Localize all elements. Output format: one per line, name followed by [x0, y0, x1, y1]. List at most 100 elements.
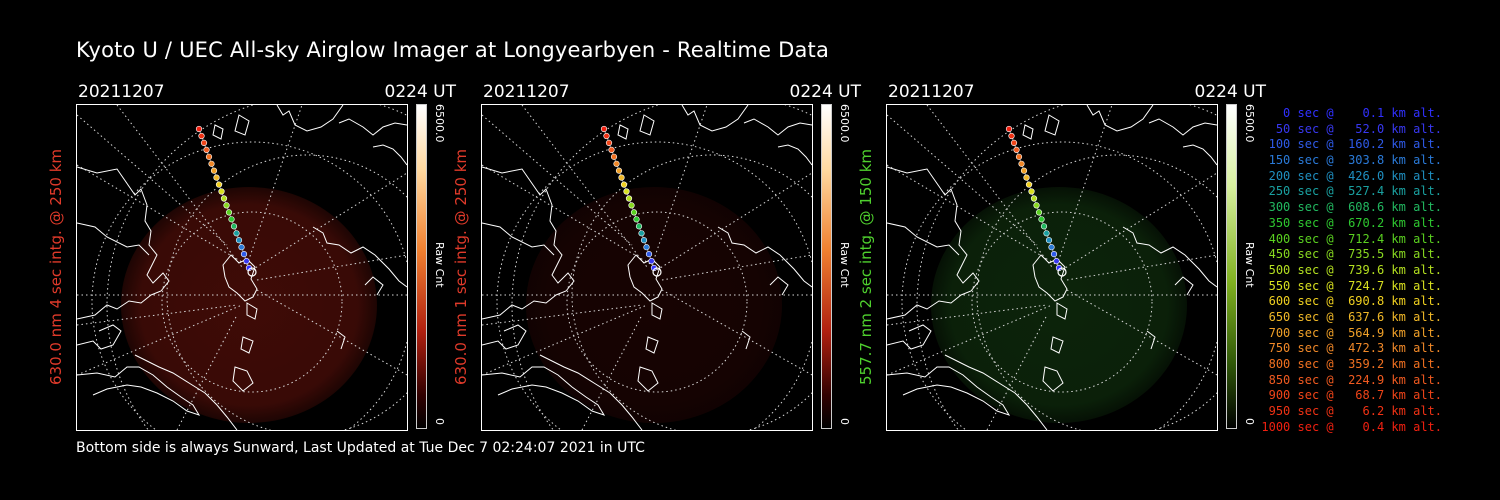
legend-entry: 50 sec @ 52.0 km alt. [1261, 121, 1442, 136]
colorbar-max-label: 6500.0 [838, 104, 851, 143]
panel-ylabel: 557.7 nm 2 sec intg. @ 150 km [857, 148, 875, 386]
legend-entry: 400 sec @ 712.4 km alt. [1261, 231, 1442, 246]
legend-entry: 800 sec @ 359.2 km alt. [1261, 357, 1442, 371]
trajectory-point [628, 202, 635, 209]
legend-entry: 250 sec @ 527.4 km alt. [1261, 184, 1442, 199]
trajectory-point [1043, 230, 1050, 237]
panel-630nm-1sec: 20211207 0224 UT 630.0 nm 1 sec intg. @ … [452, 82, 861, 432]
panel-time: 0224 UT [1194, 82, 1267, 102]
trajectory-point [238, 244, 245, 251]
trajectory-point [215, 181, 223, 188]
colorbar-max-label: 6500.0 [433, 104, 446, 143]
rocket-trajectory [600, 125, 662, 277]
trajectory-point [1053, 258, 1060, 265]
allsky-image [886, 104, 1218, 431]
colorbar [1226, 104, 1237, 429]
emission-field [121, 187, 377, 423]
trajectory-point [1028, 188, 1035, 195]
trajectory-point [230, 223, 238, 230]
launch-site-marker [652, 267, 662, 277]
rocket-trajectory [195, 125, 257, 277]
legend-entry: 350 sec @ 670.2 km alt. [1261, 215, 1442, 230]
trajectory-point [635, 223, 643, 230]
colorbar [821, 104, 832, 429]
trajectory-point [1010, 139, 1018, 147]
trajectory-point [1015, 153, 1023, 160]
legend-entry: 650 sec @ 637.6 km alt. [1261, 309, 1442, 324]
page-title: Kyoto U / UEC All-sky Airglow Imager at … [76, 38, 830, 62]
trajectory-point [203, 146, 210, 154]
legend-entry: 0 sec @ 0.1 km alt. [1261, 106, 1442, 120]
trajectory-point [1005, 125, 1013, 133]
trajectory-point [235, 237, 243, 244]
legend-entry: 600 sec @ 690.8 km alt. [1261, 294, 1442, 309]
trajectory-point [210, 167, 218, 174]
trajectory-point [208, 160, 215, 167]
emission-field [526, 187, 782, 423]
launch-site-marker [247, 267, 257, 277]
map-grid [482, 105, 812, 430]
trajectory-point [213, 174, 220, 181]
trajectory-point [613, 160, 620, 167]
map-grid [77, 105, 407, 430]
map-grid [887, 105, 1217, 430]
legend-entry: 100 sec @ 160.2 km alt. [1261, 137, 1442, 152]
coastline [77, 105, 407, 430]
trajectory-point [233, 230, 240, 237]
trajectory-point [1025, 181, 1033, 188]
trajectory-point [1018, 160, 1025, 167]
trajectory-point [205, 153, 213, 160]
panel-date: 20211207 [483, 82, 570, 102]
panel-date: 20211207 [78, 82, 165, 102]
trajectory-point [198, 132, 205, 140]
trajectory-point [1035, 209, 1043, 216]
trajectory-point [228, 216, 235, 223]
panel-time: 0224 UT [384, 82, 457, 102]
trajectory-point [220, 195, 228, 202]
trajectory-point [243, 258, 250, 265]
trajectory-point [1050, 251, 1058, 258]
trajectory-point [623, 188, 630, 195]
trajectory-legend: 0 sec @ 0.1 km alt. 50 sec @ 52.0 km alt… [1252, 106, 1442, 435]
legend-entry: 750 sec @ 472.3 km alt. [1261, 341, 1442, 356]
trajectory-point [648, 258, 655, 265]
footer-status: Bottom side is always Sunward, Last Upda… [76, 440, 645, 456]
trajectory-point [1038, 216, 1045, 223]
trajectory-point [1040, 223, 1048, 230]
trajectory-point [223, 202, 230, 209]
legend-entry: 700 sec @ 564.9 km alt. [1261, 325, 1442, 340]
trajectory-point [1045, 237, 1053, 244]
trajectory-point [600, 125, 608, 133]
launch-site-marker [1057, 267, 1067, 277]
trajectory-point [640, 237, 648, 244]
legend-entry: 150 sec @ 303.8 km alt. [1261, 153, 1442, 168]
legend-entry: 900 sec @ 68.7 km alt. [1261, 388, 1442, 403]
legend-entry: 850 sec @ 224.9 km alt. [1261, 372, 1442, 387]
trajectory-point [1030, 195, 1038, 202]
colorbar-unit-label: Raw Cnt [433, 242, 446, 288]
colorbar-unit-label: Raw Cnt [1243, 242, 1256, 288]
legend-entry: 950 sec @ 6.2 km alt. [1261, 404, 1442, 419]
colorbar-min-label: 0 [1243, 418, 1256, 425]
trajectory-point [218, 188, 225, 195]
trajectory-point [200, 139, 208, 147]
trajectory-point [618, 174, 625, 181]
colorbar [416, 104, 427, 429]
trajectory-point [1020, 167, 1028, 174]
trajectory-point [638, 230, 645, 237]
panel-630nm-4sec: 20211207 0224 UT 630.0 nm 4 sec intg. @ … [47, 82, 457, 432]
trajectory-point [620, 181, 628, 188]
coastline [482, 105, 812, 430]
trajectory-point [1013, 146, 1020, 154]
trajectory-point [645, 251, 653, 258]
trajectory-point [603, 132, 610, 140]
trajectory-point [625, 195, 633, 202]
emission-field [931, 187, 1187, 423]
trajectory-point [615, 167, 623, 174]
panel-ylabel: 630.0 nm 1 sec intg. @ 250 km [452, 148, 470, 386]
trajectory-point [1048, 244, 1055, 251]
trajectory-point [643, 244, 650, 251]
rocket-trajectory [1005, 125, 1067, 277]
trajectory-point [195, 125, 203, 133]
trajectory-point [225, 209, 233, 216]
